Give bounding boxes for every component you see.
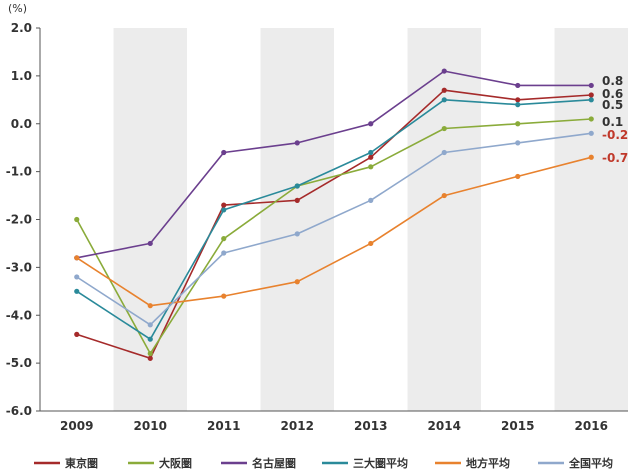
data-point	[221, 207, 227, 213]
legend-label: 名古屋圏	[252, 456, 296, 470]
data-point	[221, 202, 227, 208]
data-point	[368, 197, 374, 203]
data-point	[147, 350, 153, 357]
data-point	[515, 173, 521, 180]
y-tick-label: 0.0	[11, 117, 32, 131]
data-point	[588, 92, 594, 98]
data-point	[74, 288, 80, 294]
data-point	[221, 250, 227, 256]
data-point	[74, 331, 80, 337]
data-point	[74, 255, 80, 261]
series-line	[76, 132, 592, 326]
data-point	[441, 192, 447, 199]
data-point	[368, 121, 374, 127]
y-tick-label: -4.0	[6, 308, 32, 322]
data-point	[368, 154, 374, 160]
background-band	[554, 28, 628, 411]
x-tick-label: 2013	[354, 419, 387, 433]
data-point	[515, 82, 521, 89]
data-point	[147, 355, 153, 361]
data-point	[588, 154, 594, 160]
data-point	[294, 183, 300, 189]
axes: (%) 2.0 1.0 0.0 -1.0 -2.0 -3.0 -4.0 -5.0 -6.0 2009…	[6, 2, 628, 433]
y-tick-label: -2.0	[6, 213, 32, 227]
background-band	[113, 28, 187, 411]
data-point	[441, 68, 447, 74]
y-tick-label: -1.0	[6, 165, 32, 179]
x-tick-label: 2011	[207, 419, 240, 433]
labels: 0.80.60.5 0.1-0.2 -0.7	[602, 74, 628, 165]
y-tick-label: -5.0	[6, 356, 32, 370]
series-line	[76, 89, 592, 360]
x-tick-label: 2015	[501, 419, 534, 433]
end-value-label: -0.7	[602, 151, 628, 165]
end-value-label: 0.5	[602, 98, 623, 112]
legend-label: 三大圏平均	[353, 456, 408, 470]
y-tick-label: 1.0	[11, 69, 32, 83]
x-tick-label: 2009	[60, 419, 93, 433]
series-line	[76, 156, 592, 307]
data-point	[294, 231, 300, 237]
data-point	[588, 82, 594, 89]
series-line	[76, 99, 592, 341]
data-point	[368, 164, 374, 170]
background-band	[260, 28, 334, 411]
y-tick-label: -3.0	[6, 260, 32, 274]
data-point	[515, 97, 521, 103]
y-tick-label: -6.0	[6, 404, 32, 418]
data-point	[441, 87, 447, 93]
data-point	[147, 303, 153, 309]
data-point	[588, 130, 594, 136]
series-lines	[74, 68, 594, 361]
data-point	[147, 240, 153, 247]
data-point	[515, 121, 521, 127]
data-point	[147, 336, 153, 342]
data-point	[294, 279, 300, 285]
data-point	[588, 97, 594, 103]
series-line	[76, 118, 592, 355]
data-point	[221, 236, 227, 242]
end-value-label: 0.6	[602, 87, 623, 101]
data-point	[221, 149, 227, 156]
data-point	[74, 216, 80, 223]
y-axis-unit-label: (%)	[8, 2, 27, 15]
data-point	[74, 274, 80, 280]
background-bands	[113, 28, 628, 411]
x-tick-label: 2012	[281, 419, 314, 433]
legend-label: 地方平均	[466, 456, 510, 470]
end-value-label: -0.2	[602, 128, 628, 142]
data-point	[368, 149, 374, 156]
data-point	[368, 240, 374, 247]
data-point	[515, 140, 521, 146]
y-tick-label: 2.0	[11, 21, 32, 35]
x-tick-label: 2016	[575, 419, 608, 433]
data-point	[441, 97, 447, 103]
data-point	[441, 149, 447, 156]
data-point	[294, 140, 300, 146]
x-tick-label: 2014	[428, 419, 461, 433]
end-value-label: 0.8	[602, 74, 623, 88]
x-tick-label: 2010	[134, 419, 167, 433]
data-point	[441, 125, 447, 132]
data-point	[221, 293, 227, 299]
data-point	[294, 197, 300, 203]
data-point	[147, 322, 153, 328]
data-point	[515, 102, 521, 108]
end-value-label: 0.1	[602, 115, 623, 129]
series-line	[76, 70, 592, 259]
legend-label: 全国平均	[568, 456, 613, 470]
legend-label: 大阪圏	[159, 456, 192, 470]
legend-label: 東京圏	[65, 456, 98, 470]
legend: 東京圏 大阪圏 名古屋圏 三大圏平均 地方平均 全国平均	[34, 456, 613, 470]
data-point	[588, 116, 594, 122]
background-band	[407, 28, 481, 411]
